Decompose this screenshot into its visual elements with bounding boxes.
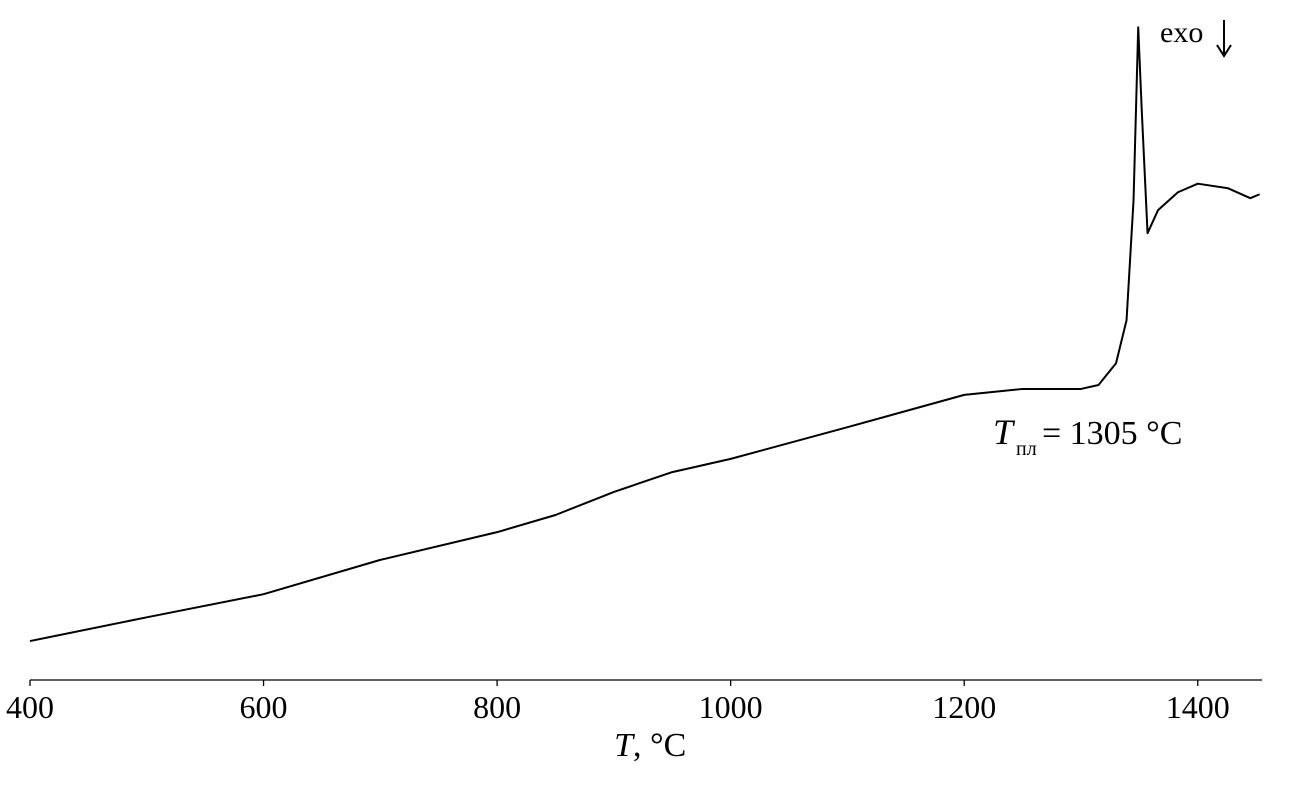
x-label-symbol: T	[614, 727, 635, 764]
data-line	[29, 26, 1261, 643]
exo-arrow	[1216, 20, 1232, 58]
x-tick-label: 1400	[1166, 689, 1230, 725]
x-tick-label: 1000	[699, 689, 763, 725]
annotation-text: = 1305 °C	[1042, 415, 1182, 452]
x-label-unit: , °C	[633, 727, 686, 764]
x-tick-label: 800	[473, 689, 521, 725]
x-tick-label: 600	[240, 689, 288, 725]
annotation-symbol: T	[993, 412, 1016, 452]
annotation-subscript: пл	[1016, 438, 1037, 460]
x-tick-label: 400	[6, 689, 54, 725]
x-tick-label: 1200	[932, 689, 996, 725]
exo-label: exo	[1160, 16, 1203, 49]
